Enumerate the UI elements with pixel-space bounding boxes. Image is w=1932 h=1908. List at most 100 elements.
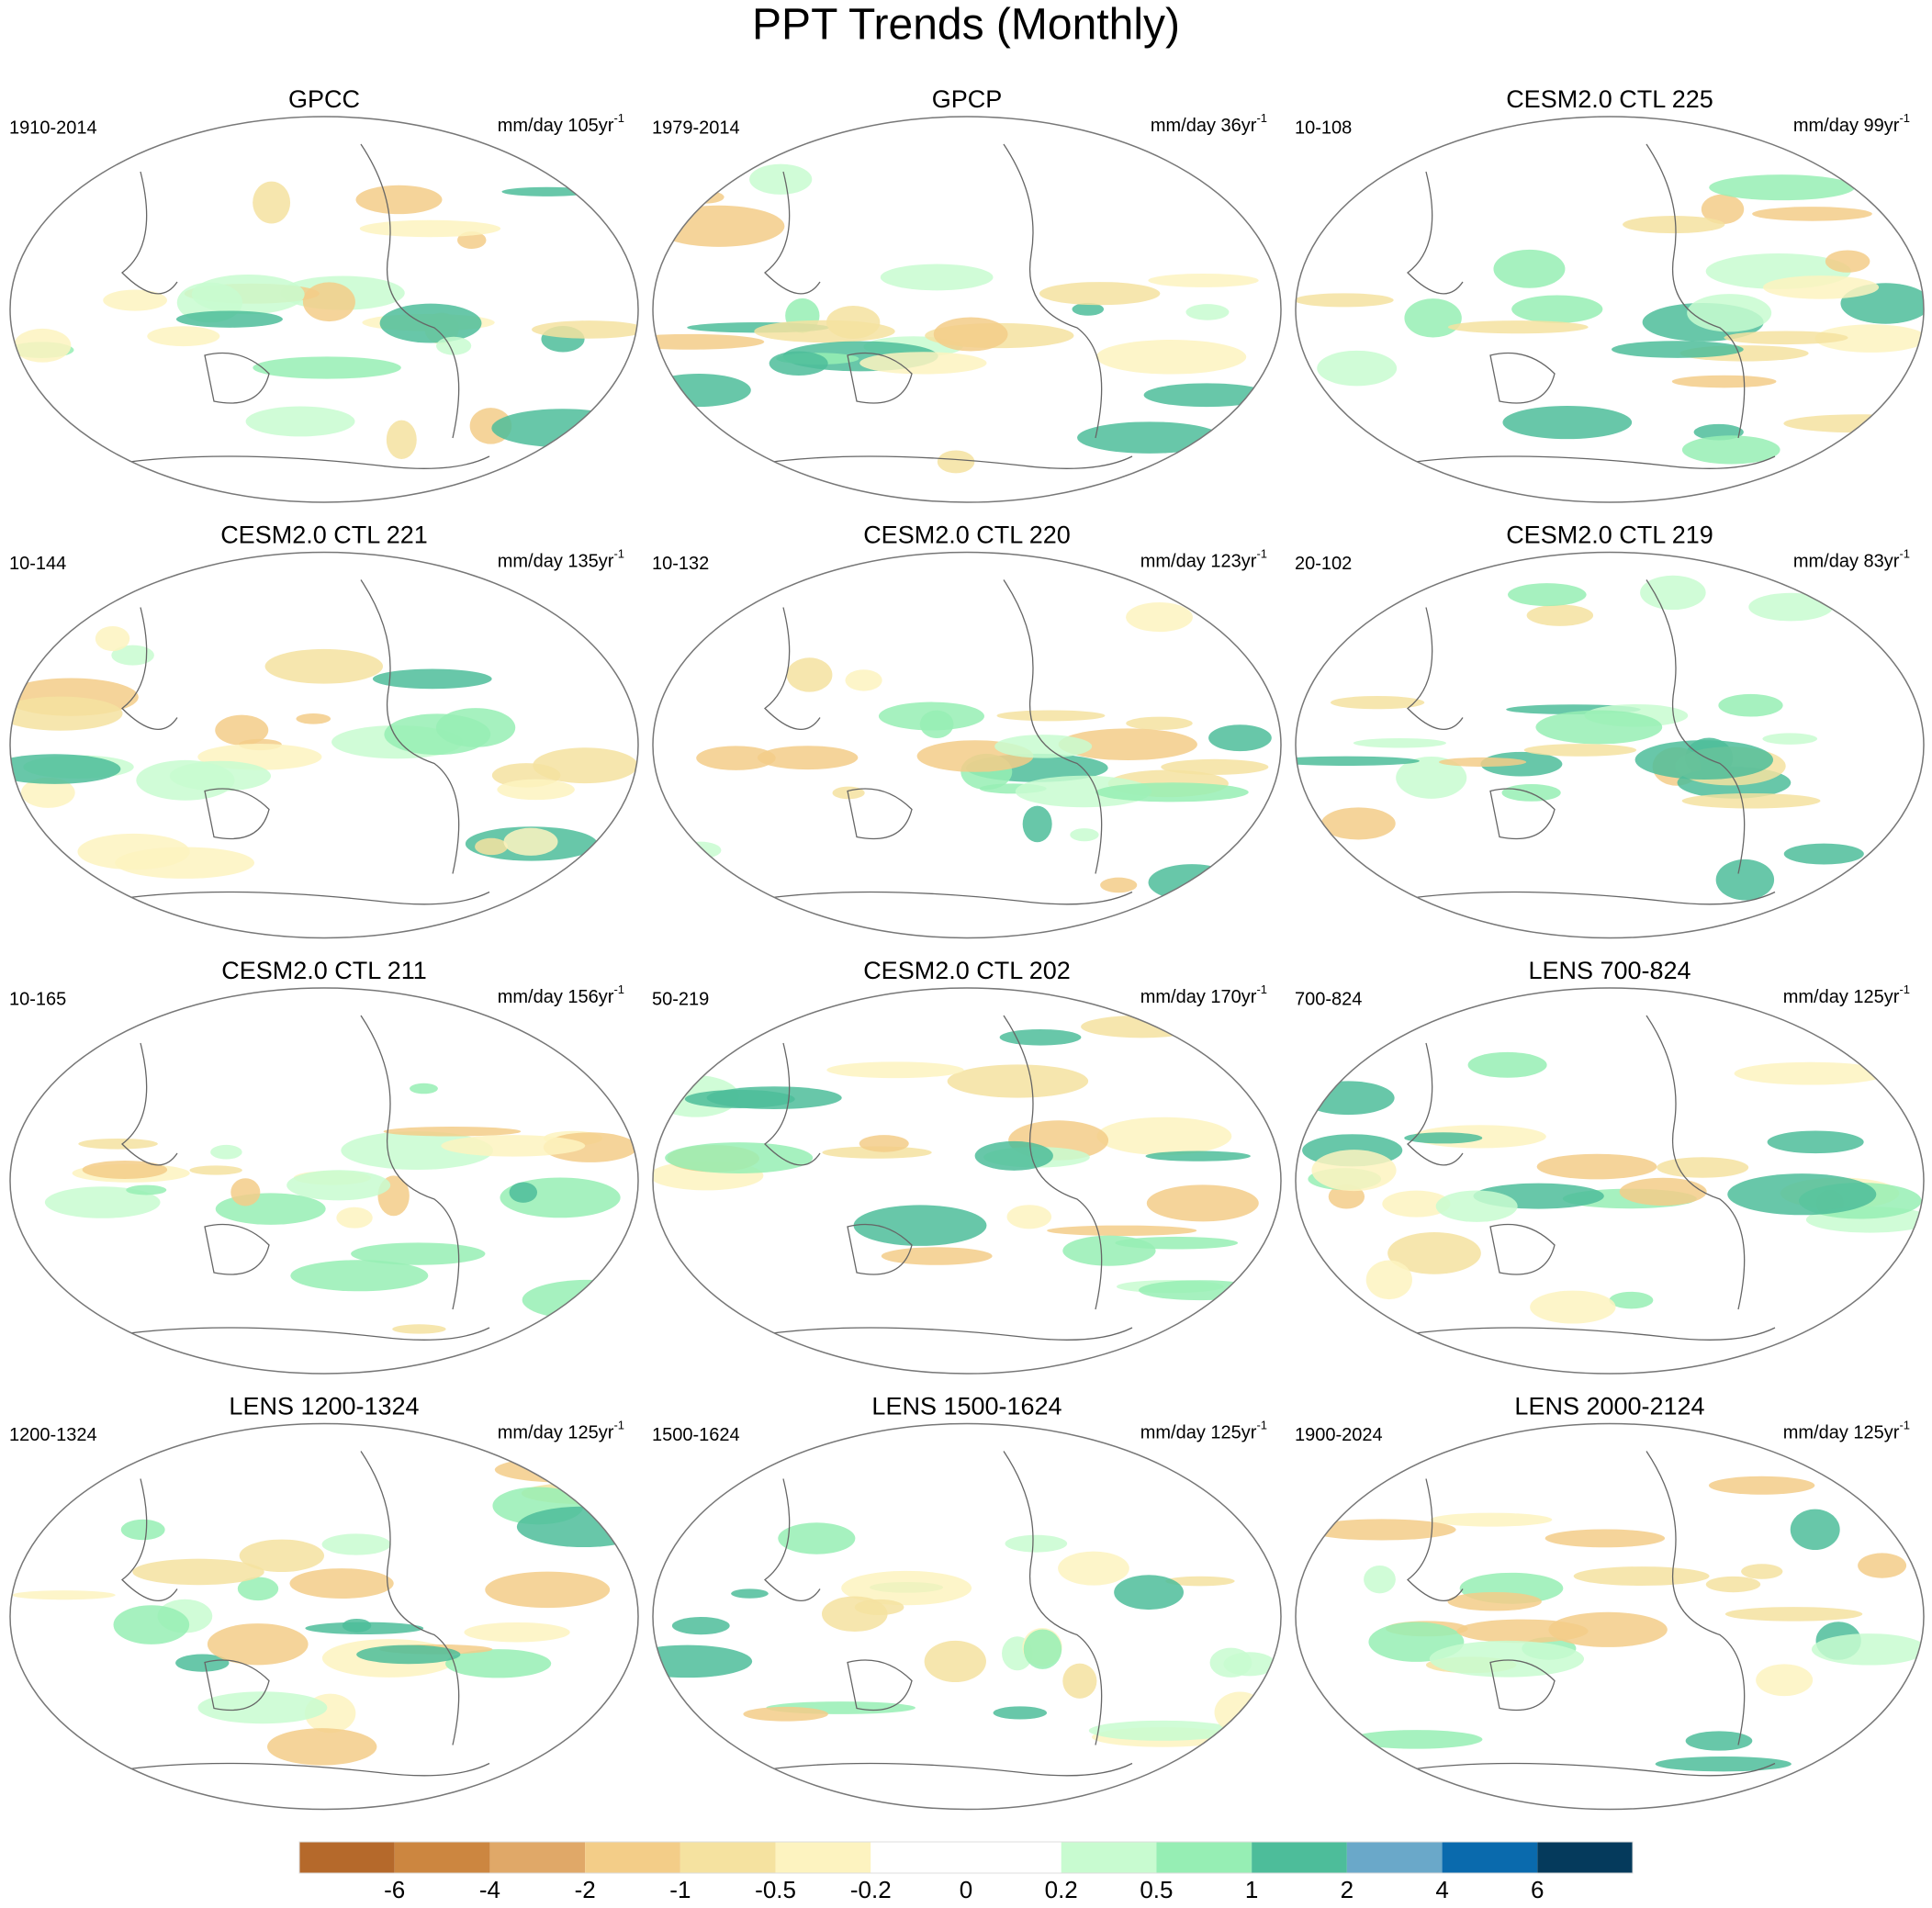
trend-patch — [253, 356, 401, 379]
coastline — [746, 579, 1133, 905]
colorbar-box — [871, 1842, 966, 1873]
trend-patch — [1724, 1607, 1863, 1622]
trend-patch — [289, 1568, 394, 1599]
colorbar-box — [1156, 1842, 1252, 1873]
map-outline — [1295, 551, 1925, 939]
trend-field — [1296, 143, 1924, 469]
trend-patch — [933, 317, 1008, 352]
trend-patch — [82, 1161, 168, 1179]
unit-text: mm/day 125yr — [498, 1423, 614, 1443]
trend-patch — [1296, 756, 1420, 767]
trend-patch — [1548, 1611, 1668, 1647]
colorbar-label: 0.5 — [1140, 1876, 1173, 1903]
colorbar-label: 6 — [1531, 1876, 1544, 1903]
trend-patch — [1502, 405, 1633, 440]
panel-title: CESM2.0 CTL 220 — [863, 522, 1071, 549]
trend-patch — [1146, 1184, 1259, 1222]
trend-patch — [1609, 1291, 1654, 1309]
trend-patch — [1708, 1476, 1815, 1495]
trend-patch — [1619, 1177, 1707, 1207]
trend-patch — [937, 450, 975, 474]
trend-patch — [302, 282, 355, 322]
colorbar-label: -0.5 — [755, 1876, 796, 1903]
trend-patch — [1148, 864, 1236, 902]
unit-text: mm/day 99yr — [1793, 116, 1900, 136]
unit-sup: -1 — [1256, 111, 1267, 125]
unit-label: mm/day 123yr-1 — [1140, 547, 1267, 572]
trend-patch — [351, 1242, 486, 1265]
trend-patch — [1493, 249, 1566, 288]
colorbar-label: -4 — [479, 1876, 500, 1903]
trend-field — [1301, 1015, 1924, 1341]
trend-patch — [464, 1622, 570, 1643]
map-panel: LENS 1200-1324 1200-1324 mm/day 125yr-1 — [9, 1393, 639, 1811]
trend-field — [10, 579, 638, 905]
trend-patch — [1070, 828, 1099, 842]
trend-patch — [305, 1622, 424, 1635]
trend-patch — [445, 1649, 552, 1678]
unit-label: mm/day 125yr-1 — [498, 1419, 624, 1443]
unit-text: mm/day 156yr — [498, 987, 614, 1007]
trend-patch — [210, 1144, 242, 1160]
trend-patch — [1705, 1576, 1761, 1593]
trend-patch — [859, 352, 987, 375]
unit-text: mm/day 135yr — [498, 552, 614, 572]
unit-sup: -1 — [613, 982, 624, 996]
trend-patch — [994, 735, 1093, 758]
map-panel: CESM2.0 CTL 202 50-219 mm/day 170yr-1 — [652, 957, 1282, 1375]
trend-patch — [1139, 1280, 1262, 1301]
trend-patch — [175, 310, 283, 328]
trend-patch — [1762, 275, 1880, 299]
trend-patch — [1748, 592, 1834, 622]
coastline — [1388, 579, 1776, 905]
trend-patch — [665, 1142, 814, 1173]
trend-patch — [531, 320, 638, 339]
unit-text: mm/day 125yr — [1783, 1423, 1900, 1443]
map-panel: CESM2.0 CTL 219 20-102 mm/day 83yr-1 — [1295, 522, 1925, 939]
coastline — [1388, 1451, 1776, 1777]
trend-patch — [1752, 207, 1872, 221]
period-label: 1910-2014 — [9, 118, 97, 138]
coastline — [746, 1015, 1133, 1341]
colorbar-label: -6 — [384, 1876, 405, 1903]
panel-title: GPCC — [288, 85, 360, 113]
unit-text: mm/day 123yr — [1140, 552, 1257, 572]
map-panel: CESM2.0 CTL 221 10-144 mm/day 135yr-1 — [9, 522, 639, 939]
trend-patch — [1209, 1647, 1252, 1678]
map-outline — [1295, 987, 1925, 1375]
colorbar-label: -0.2 — [850, 1876, 892, 1903]
trend-patch — [1681, 792, 1821, 809]
trend-patch — [1544, 1529, 1666, 1548]
trend-patch — [653, 373, 751, 408]
trend-patch — [1825, 250, 1870, 273]
unit-text: mm/day 125yr — [1140, 1423, 1257, 1443]
colorbar-label: 2 — [1341, 1876, 1354, 1903]
trend-patch — [189, 1165, 242, 1175]
trend-patch — [679, 841, 722, 859]
trend-patch — [822, 1146, 932, 1159]
trend-patch — [485, 1571, 611, 1609]
trend-patch — [215, 714, 269, 746]
trend-patch — [1145, 1150, 1251, 1162]
trend-patch — [1435, 1190, 1518, 1222]
trend-patch — [372, 668, 492, 690]
trend-patch — [1023, 1629, 1062, 1669]
unit-sup: -1 — [1899, 111, 1910, 125]
coastline — [746, 143, 1133, 469]
trend-patch — [1429, 1640, 1585, 1678]
unit-sup: -1 — [1256, 1419, 1267, 1432]
trend-field — [1296, 575, 1864, 905]
trend-patch — [749, 163, 813, 195]
trend-patch — [215, 1193, 326, 1225]
trend-patch — [1530, 1290, 1616, 1324]
trend-patch — [841, 1570, 972, 1606]
trend-patch — [706, 1086, 842, 1110]
trend-patch — [356, 1644, 461, 1665]
panel-title: CESM2.0 CTL 202 — [863, 957, 1071, 984]
trend-patch — [1365, 1260, 1412, 1300]
trend-field — [10, 143, 638, 469]
colorbar-box — [775, 1842, 871, 1873]
trend-patch — [1634, 740, 1774, 780]
trend-patch — [267, 1728, 377, 1766]
